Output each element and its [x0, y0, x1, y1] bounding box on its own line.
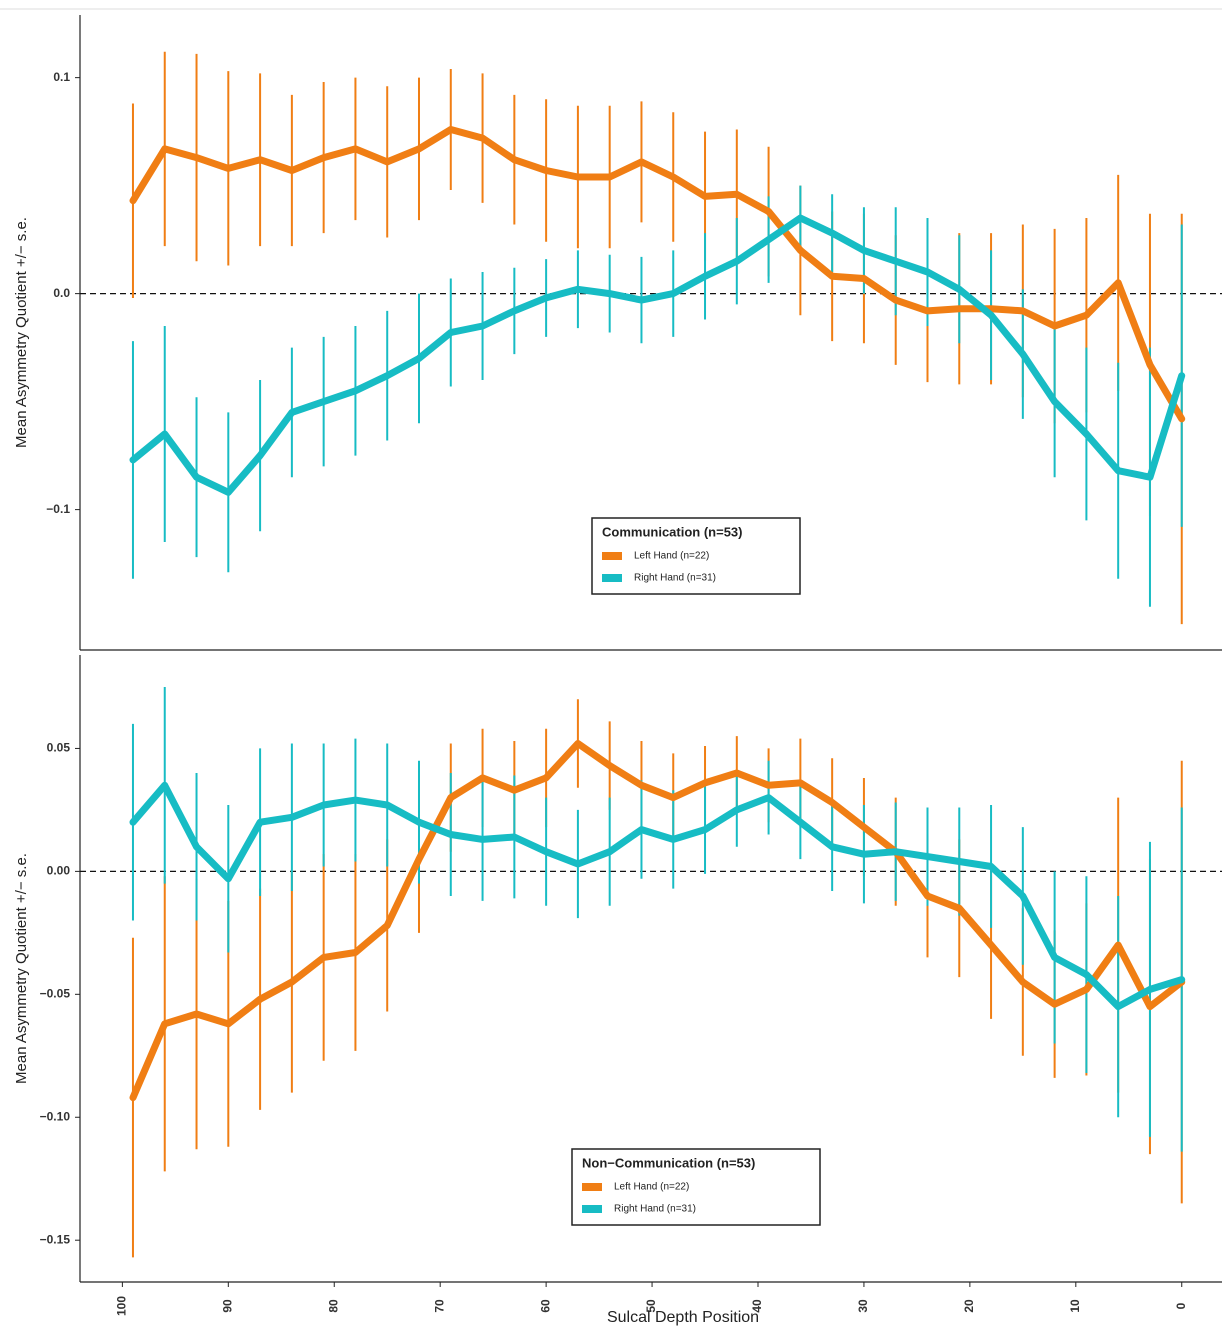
- y-axis-label: Mean Asymmetry Quotient +/− s.e.: [13, 217, 30, 448]
- legend-box: [571, 1148, 821, 1226]
- x-tick-label: 90: [220, 1299, 234, 1313]
- mean-line: [129, 126, 1186, 423]
- panel: 0.1 0.0 −0.1 Mean Asymmetry Quotient +/− s.…: [13, 15, 1222, 651]
- legend-swatch: [582, 1183, 602, 1191]
- x-tick-label: 0: [1174, 1302, 1188, 1309]
- legend-label: Right Hand (n=31): [634, 573, 716, 584]
- legend-title: Non−Communication (n=53): [582, 1155, 755, 1170]
- x-axis-label: Sulcal Depth Position: [607, 1309, 759, 1326]
- x-tick-label: 70: [432, 1299, 446, 1313]
- legend-title: Communication (n=53): [602, 524, 743, 539]
- y-tick-label: −0.1: [46, 502, 70, 516]
- x-tick-label: 30: [856, 1299, 870, 1313]
- x-tick-label: 80: [326, 1299, 340, 1313]
- y-tick-label: 0.05: [47, 741, 71, 755]
- legend-label: Left Hand (n=22): [614, 1182, 689, 1193]
- mean-line: [129, 214, 1186, 496]
- legend-swatch: [602, 552, 622, 560]
- y-tick-label: 0.00: [47, 864, 71, 878]
- x-tick-label: 10: [1068, 1299, 1082, 1313]
- legend-swatch: [582, 1205, 602, 1213]
- x-tick-label: 40: [750, 1299, 764, 1313]
- x-tick-label: 50: [644, 1299, 658, 1313]
- x-tick-label: 60: [538, 1299, 552, 1313]
- y-tick-label: −0.05: [40, 986, 71, 1000]
- legend-swatch: [602, 574, 622, 582]
- y-axis-label: Mean Asymmetry Quotient +/− s.e.: [13, 853, 30, 1084]
- y-tick-label: 0.1: [53, 70, 70, 84]
- x-tick-label: 100: [115, 1296, 129, 1316]
- mean-line: [129, 781, 1186, 1011]
- legend-label: Left Hand (n=22): [634, 551, 709, 562]
- mean-line: [129, 740, 1186, 1102]
- x-tick-label: 20: [962, 1299, 976, 1313]
- legend-label: Right Hand (n=31): [614, 1204, 696, 1215]
- y-tick-label: 0.0: [53, 286, 70, 300]
- legend-box: [591, 517, 801, 595]
- y-tick-label: −0.10: [40, 1109, 71, 1123]
- y-tick-label: −0.15: [40, 1232, 71, 1246]
